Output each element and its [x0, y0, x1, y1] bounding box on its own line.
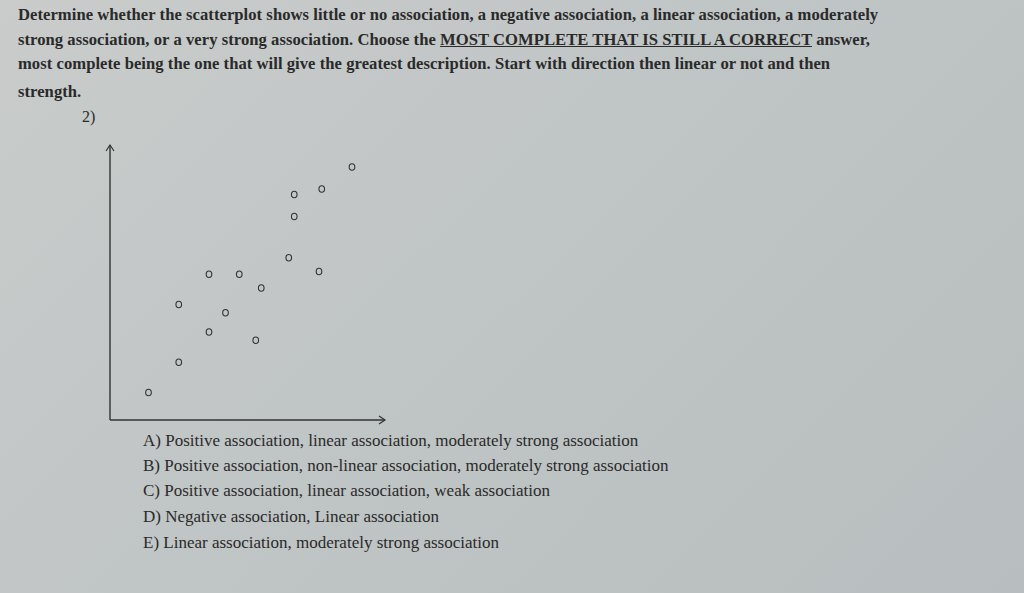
answer-option: A) Positive association, linear associat…	[143, 431, 638, 451]
y-axis-arrow	[106, 145, 114, 151]
answer-option: D) Negative association, Linear associat…	[143, 507, 439, 527]
point	[349, 164, 355, 170]
answer-option: B) Positive association, non-linear asso…	[143, 456, 668, 476]
instruction-line: strong association, or a very strong ass…	[18, 30, 870, 50]
point	[253, 337, 259, 343]
instruction-line: most complete being the one that will gi…	[18, 54, 830, 74]
page: { "instructions": [ [{"text": "Determine…	[0, 0, 1024, 593]
x-axis	[110, 419, 385, 420]
point	[236, 271, 242, 277]
instruction-text: strong association, or a very strong ass…	[18, 30, 440, 49]
point	[286, 255, 292, 261]
question-number: 2)	[82, 108, 95, 126]
chart	[0, 0, 1024, 593]
instruction-line: Determine whether the scatterplot shows …	[18, 5, 878, 25]
point	[206, 271, 212, 277]
point	[146, 389, 152, 395]
x-axis-arrow	[379, 416, 385, 424]
answer-option: E) Linear association, moderately strong…	[143, 533, 499, 553]
instruction-text: Determine whether the scatterplot shows …	[18, 5, 878, 24]
answer-option: C) Positive association, linear associat…	[143, 481, 550, 501]
point	[316, 268, 322, 274]
point	[223, 310, 229, 316]
point	[206, 329, 212, 335]
points	[146, 164, 355, 396]
instruction-text: most complete being the one that will gi…	[18, 54, 830, 73]
point	[176, 359, 182, 365]
point	[176, 301, 182, 307]
instruction-text: strength.	[18, 82, 81, 101]
instruction-line: strength.	[18, 82, 81, 102]
y-axis	[109, 145, 110, 420]
emphasis: MOST COMPLETE THAT IS STILL A CORRECT	[440, 30, 812, 49]
instruction-text: answer,	[812, 30, 870, 49]
point	[291, 213, 297, 219]
point	[258, 285, 264, 291]
point	[319, 186, 325, 192]
point	[291, 191, 297, 197]
